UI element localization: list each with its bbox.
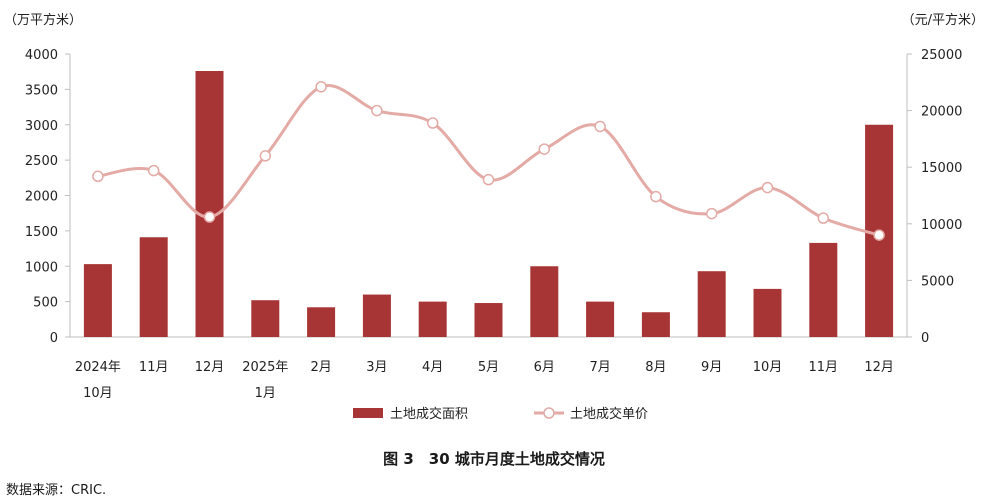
x-tick-label: 11月 bbox=[809, 360, 839, 375]
right-tick-label: 5000 bbox=[921, 274, 954, 289]
x-tick-label: 8月 bbox=[645, 360, 666, 375]
price-point bbox=[873, 229, 885, 241]
legend-label-price: 土地成交单价 bbox=[570, 406, 648, 422]
price-point bbox=[92, 170, 104, 183]
right-tick-label: 20000 bbox=[921, 105, 962, 120]
bar bbox=[586, 301, 615, 337]
bar bbox=[83, 264, 112, 337]
price-point bbox=[817, 212, 830, 224]
left-tick-label: 1500 bbox=[25, 225, 58, 240]
left-tick-label: 0 bbox=[50, 331, 58, 346]
x-tick-label: 10月 bbox=[83, 386, 113, 401]
bar bbox=[251, 300, 280, 337]
x-tick-label: 2024年 bbox=[75, 360, 121, 375]
price-point bbox=[426, 117, 439, 129]
legend-marker-price bbox=[543, 407, 555, 419]
bar bbox=[474, 303, 503, 337]
price-point bbox=[147, 164, 160, 177]
right-tick-label: 0 bbox=[921, 331, 929, 346]
x-tick-label: 12月 bbox=[195, 360, 225, 375]
left-tick-label: 4000 bbox=[25, 48, 58, 63]
price-point bbox=[650, 190, 662, 203]
x-tick-label: 6月 bbox=[534, 360, 555, 375]
price-point bbox=[594, 120, 606, 133]
price-point bbox=[371, 104, 383, 117]
legend: 土地成交面积 土地成交单价 bbox=[353, 406, 648, 422]
bar bbox=[307, 307, 336, 337]
left-tick-label: 1000 bbox=[25, 260, 58, 275]
price-point bbox=[705, 207, 718, 220]
combo-chart: 0 500 1000 1500 2000 2500 3000 3500 4000 0 5000 100… bbox=[4, 12, 984, 422]
x-tick-label: 2月 bbox=[310, 360, 331, 375]
x-tick-label: 3月 bbox=[366, 360, 387, 375]
bar bbox=[362, 294, 391, 337]
x-tick-label: 1月 bbox=[255, 386, 276, 401]
left-tick-label: 3500 bbox=[25, 83, 58, 98]
bar bbox=[753, 288, 782, 337]
bar bbox=[809, 242, 838, 337]
bar bbox=[697, 271, 726, 337]
x-tick-label: 2025年 bbox=[242, 360, 288, 375]
x-tick-label: 4月 bbox=[422, 360, 443, 375]
x-tick-label: 5月 bbox=[478, 360, 499, 375]
left-tick-label: 2500 bbox=[25, 154, 58, 169]
price-point bbox=[482, 173, 495, 186]
bar bbox=[195, 70, 224, 337]
bar bbox=[641, 312, 670, 337]
left-axis-unit: （万平方米） bbox=[4, 12, 82, 28]
right-axis-unit: （元/平方米） bbox=[902, 12, 984, 28]
left-tick-label: 500 bbox=[33, 296, 58, 311]
price-point bbox=[259, 150, 272, 162]
price-point bbox=[315, 81, 327, 93]
right-tick-label: 10000 bbox=[921, 218, 962, 233]
right-tick-label: 15000 bbox=[921, 161, 962, 176]
axis-labels: 0 500 1000 1500 2000 2500 3000 3500 4000 0 5000 100… bbox=[4, 12, 984, 401]
x-tick-label: 10月 bbox=[753, 360, 783, 375]
right-tick-label: 25000 bbox=[921, 48, 962, 63]
price-point bbox=[538, 143, 551, 155]
source-note: 数据来源：CRIC. bbox=[6, 483, 107, 498]
bar bbox=[418, 301, 447, 337]
legend-label-area: 土地成交面积 bbox=[390, 406, 468, 422]
left-tick-label: 2000 bbox=[25, 190, 58, 205]
chart-caption: 图 3 30 城市月度土地成交情况 bbox=[383, 450, 605, 468]
price-point bbox=[761, 181, 774, 194]
price-point bbox=[203, 211, 216, 223]
bar-series-land-area bbox=[83, 70, 894, 337]
x-tick-label: 11月 bbox=[139, 360, 169, 375]
x-tick-label: 7月 bbox=[589, 360, 610, 375]
x-tick-label: 9月 bbox=[701, 360, 722, 375]
bar bbox=[139, 237, 168, 337]
axes bbox=[65, 53, 912, 338]
left-tick-label: 3000 bbox=[25, 119, 58, 134]
legend-swatch-area bbox=[353, 408, 383, 418]
line-series-land-price bbox=[92, 81, 885, 241]
x-tick-label: 12月 bbox=[864, 360, 894, 375]
bar bbox=[530, 266, 559, 337]
